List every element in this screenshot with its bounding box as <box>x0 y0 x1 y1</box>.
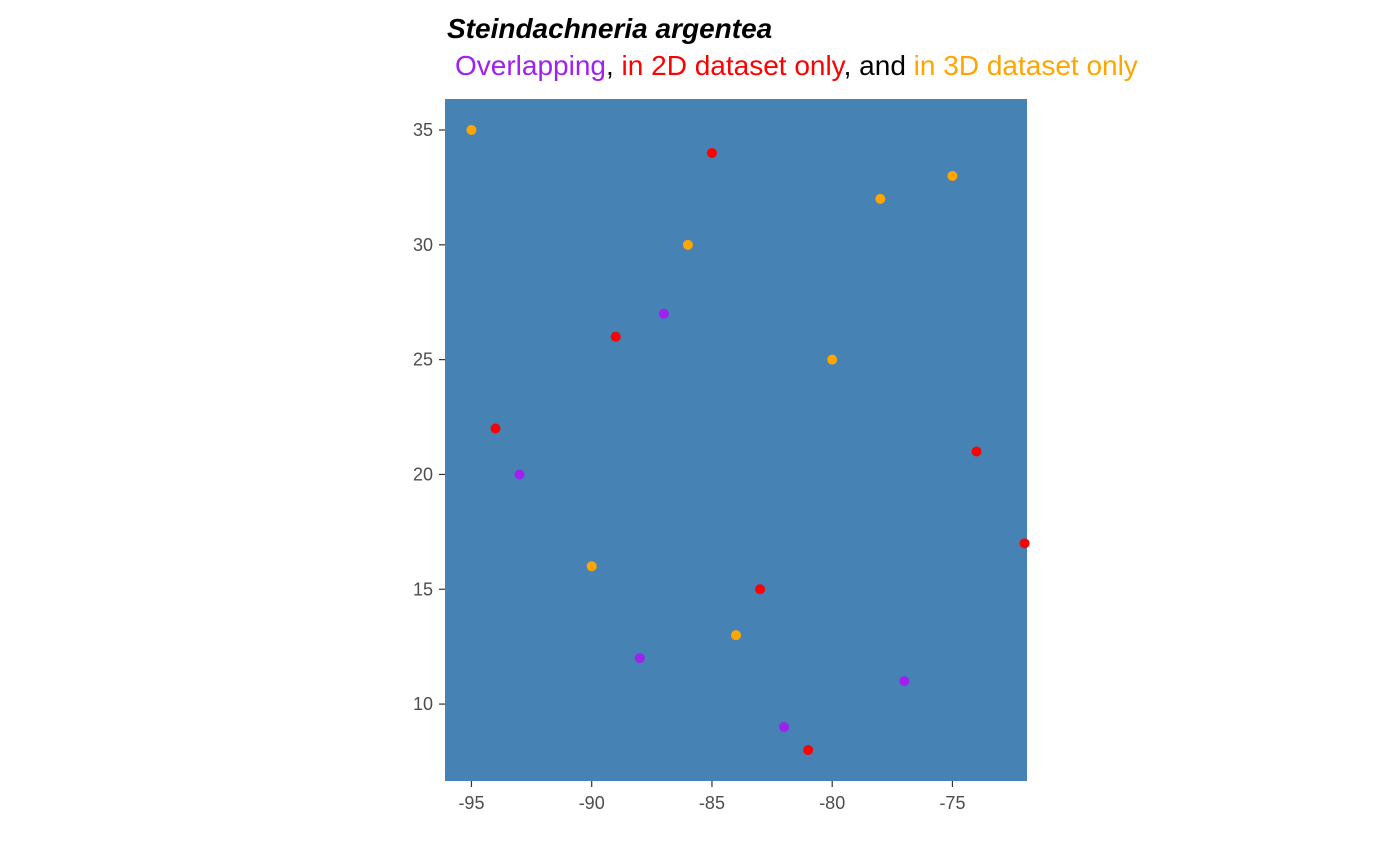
data-point <box>827 354 838 365</box>
y-tick-label: 30 <box>413 235 433 255</box>
data-point <box>706 147 717 158</box>
data-point <box>947 170 958 181</box>
subtitle-part: Overlapping <box>455 50 606 81</box>
data-point <box>658 308 669 319</box>
y-tick-label: 25 <box>413 350 433 370</box>
data-point <box>514 469 525 480</box>
y-tick-label: 35 <box>413 120 433 140</box>
x-tick-label: -90 <box>579 793 605 813</box>
data-point <box>586 561 597 572</box>
data-point <box>490 423 501 434</box>
subtitle-part: in 2D dataset only <box>622 50 846 81</box>
data-point <box>634 653 645 664</box>
x-tick-label: -95 <box>458 793 484 813</box>
data-point <box>875 193 886 204</box>
data-point <box>899 676 910 687</box>
x-tick-label: -80 <box>819 793 845 813</box>
chart-title: Steindachneria argentea <box>447 13 772 44</box>
x-axis: -95 -90 -85 -80 -75 <box>458 781 965 813</box>
data-point <box>731 630 741 641</box>
y-tick-label: 15 <box>413 579 433 599</box>
subtitle-part: , and <box>844 50 914 81</box>
subtitle-part: in 3D dataset only <box>914 50 1138 81</box>
x-tick-label: -75 <box>939 793 965 813</box>
y-tick-label: 20 <box>413 464 433 484</box>
data-points <box>466 125 1030 755</box>
data-point <box>466 125 477 135</box>
subtitle-part: , <box>606 50 622 81</box>
y-axis: 10 15 20 25 30 35 <box>413 120 445 714</box>
y-tick-label: 10 <box>413 694 433 714</box>
data-point <box>779 722 790 733</box>
data-point <box>1019 538 1030 549</box>
data-point <box>803 745 814 755</box>
x-tick-label: -85 <box>699 793 725 813</box>
data-point <box>610 331 621 342</box>
plot-panel <box>445 99 1027 781</box>
data-point <box>971 446 982 457</box>
data-point <box>682 239 693 250</box>
data-point <box>755 584 766 595</box>
chart-subtitle: Overlapping, in 2D dataset only, and in … <box>455 50 1138 81</box>
